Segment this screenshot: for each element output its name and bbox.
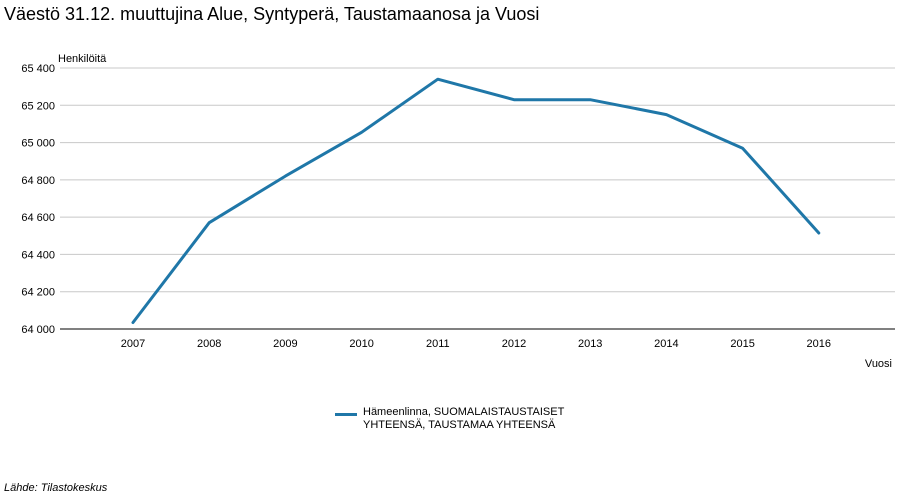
legend-swatch <box>335 413 357 416</box>
y-tick-label: 65 000 <box>21 138 55 150</box>
x-tick-label: 2007 <box>121 338 145 350</box>
source-note: Lähde: Tilastokeskus <box>4 482 108 494</box>
y-tick-label: 64 600 <box>21 212 55 224</box>
x-axis-title: Vuosi <box>865 358 892 370</box>
x-tick-label: 2014 <box>654 338 678 350</box>
y-tick-label: 65 200 <box>21 100 55 112</box>
y-tick-label: 64 400 <box>21 249 55 261</box>
legend: Hämeenlinna, SUOMALAISTAUSTAISET YHTEENS… <box>335 406 603 432</box>
chart-title: Väestö 31.12. muuttujina Alue, Syntyperä… <box>4 4 540 24</box>
legend-label: Hämeenlinna, SUOMALAISTAUSTAISET YHTEENS… <box>363 406 565 431</box>
x-tick-label: 2016 <box>807 338 831 350</box>
y-tick-label: 64 800 <box>21 175 55 187</box>
y-tick-label: 65 400 <box>21 63 55 75</box>
x-tick-label: 2011 <box>426 338 450 350</box>
y-tick-label: 64 000 <box>21 324 55 336</box>
y-tick-label: 64 200 <box>21 287 55 299</box>
x-tick-label: 2010 <box>349 338 373 350</box>
x-tick-label: 2012 <box>502 338 526 350</box>
series-line <box>131 77 821 324</box>
x-tick-label: 2015 <box>730 338 754 350</box>
y-axis-title: Henkilöitä <box>58 53 107 65</box>
x-tick-label: 2013 <box>578 338 602 350</box>
x-tick-label: 2009 <box>273 338 297 350</box>
x-tick-label: 2008 <box>197 338 221 350</box>
